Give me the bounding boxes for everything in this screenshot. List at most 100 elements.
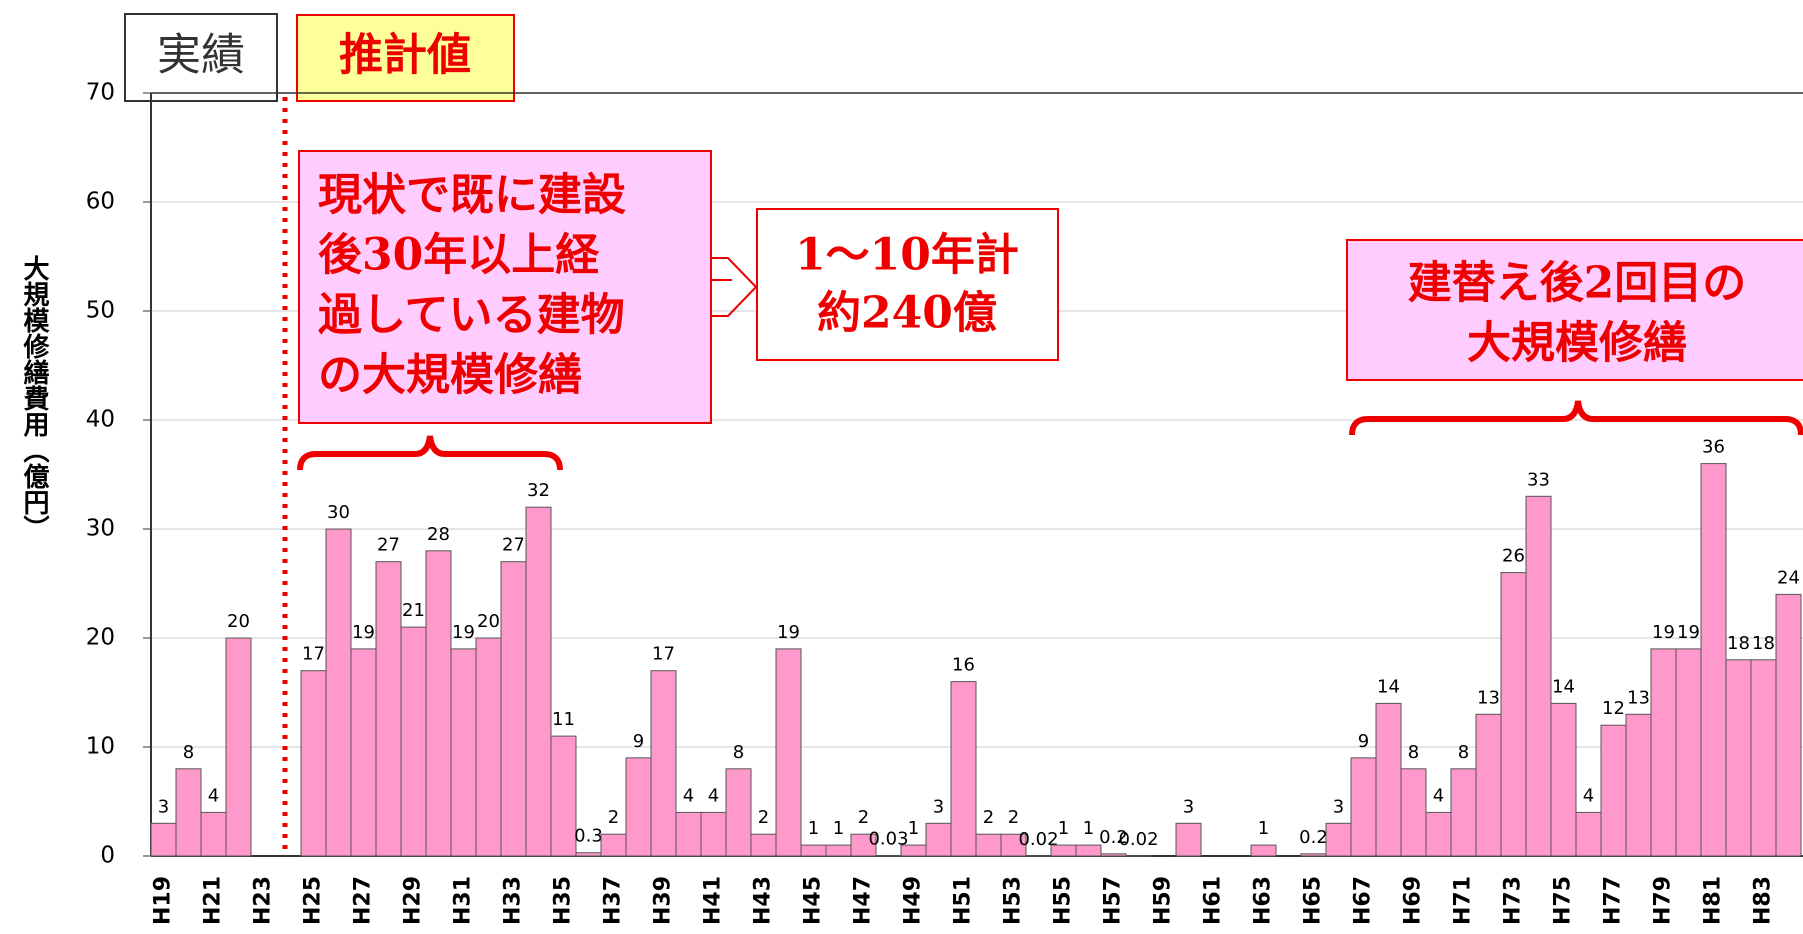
data-label: 1 [908,818,919,839]
bar [300,670,327,857]
x-tick-label: H19 [151,876,176,925]
bar [975,833,1002,857]
x-tick-label: H77 [1601,876,1626,925]
data-label: 28 [427,524,450,545]
bar [450,648,477,857]
x-tick-label: H55 [1051,876,1076,925]
bar [425,550,452,857]
data-label: 30 [327,502,350,523]
bar [475,637,502,857]
x-tick-label: H43 [751,876,776,925]
data-label: 4 [1433,785,1444,806]
bar [1075,844,1102,857]
x-tick-label: H35 [551,876,576,925]
x-tick-label: H59 [1151,876,1176,925]
data-label: 3 [1333,796,1344,817]
x-tick-label: H29 [401,876,426,925]
data-label: 1 [1083,818,1094,839]
note-3-line: 大規模修繕 [1467,318,1687,369]
note-1-line: 現状で既に建設 [318,170,626,221]
actual-label: 実績 [157,30,245,81]
bar [1500,572,1527,857]
x-tick-label: H57 [1101,876,1126,925]
bar [800,844,827,857]
bar [825,844,852,857]
x-tick-label: H33 [501,876,526,925]
bar [750,833,777,857]
x-tick-label: H69 [1401,876,1426,925]
data-label: 14 [1377,676,1400,697]
data-label: 20 [477,611,500,632]
bar [600,833,627,857]
x-tick-label: H23 [251,876,276,925]
note-box-2 [756,208,1059,361]
data-label: 18 [1752,633,1775,654]
data-label: 36 [1702,437,1725,458]
bar [775,648,802,857]
bar [400,626,427,857]
data-label: 8 [1408,742,1419,763]
x-tick-label: H65 [1301,876,1326,925]
data-label: 20 [227,611,250,632]
bar [1350,757,1377,857]
data-label: 16 [952,655,975,676]
bar [200,811,227,857]
x-tick-label: H41 [701,876,726,925]
bar [525,506,552,857]
data-label: 1 [833,818,844,839]
bar [1475,713,1502,857]
data-label: 26 [1502,546,1525,567]
x-tick-label: H37 [601,876,626,925]
data-label: 0.2 [1299,827,1328,848]
data-label: 24 [1777,567,1800,588]
y-tick-label: 60 [86,189,115,215]
bar [1575,811,1602,857]
bar [850,833,877,857]
arrow [711,257,758,317]
x-tick-label: H67 [1351,876,1376,925]
bar [350,648,377,857]
data-label: 0.03 [868,829,908,850]
actual-box [124,13,278,102]
data-label: 2 [758,807,769,828]
data-label: 19 [1652,622,1675,643]
data-label: 1 [1258,818,1269,839]
bar [675,811,702,857]
data-label: 0.02 [1018,829,1058,850]
data-label: 19 [777,622,800,643]
data-label: 19 [1677,622,1700,643]
bar [175,768,202,857]
data-label: 19 [352,622,375,643]
bar [1050,844,1077,857]
bar [1450,768,1477,857]
data-label: 8 [733,742,744,763]
data-label: 9 [1358,731,1369,752]
x-tick-label: H31 [451,876,476,925]
data-label: 1 [808,818,819,839]
x-tick-label: H71 [1451,876,1476,925]
bar [1650,648,1677,857]
y-tick-label: 50 [86,298,115,324]
x-tick-label: H47 [851,876,876,925]
bar [700,811,727,857]
y-tick-label: 20 [86,625,115,651]
y-axis-label: 大規模修繕費用（億円） [19,255,50,541]
data-label: 19 [452,622,475,643]
bar [1725,659,1752,857]
x-tick-label: H81 [1701,876,1726,925]
data-label: 33 [1527,469,1550,490]
bar [1525,495,1552,857]
bar [325,528,352,857]
x-tick-label: H21 [201,876,226,925]
bar [1700,463,1727,857]
data-label: 3 [158,796,169,817]
data-label: 27 [377,535,400,556]
x-tick-label: H75 [1551,876,1576,925]
bar [1325,822,1352,857]
bar [950,681,977,857]
y-tick-label: 70 [86,80,115,106]
data-label: 2 [858,807,869,828]
bar [1175,822,1202,857]
note-box-1 [298,150,712,424]
bar [500,561,527,857]
